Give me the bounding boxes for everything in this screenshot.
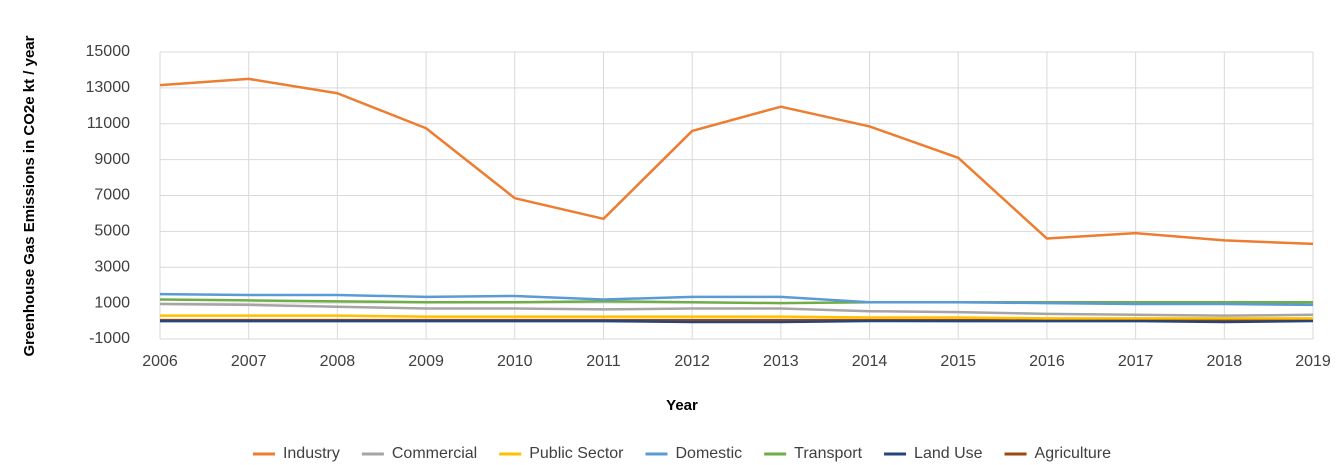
x-axis-label: Year <box>666 397 698 414</box>
y-tick-label: 1000 <box>94 294 130 311</box>
legend-label: Transport <box>794 445 862 462</box>
legend-label: Public Sector <box>529 445 624 462</box>
x-tick-label: 2009 <box>408 353 444 370</box>
legend-label: Commercial <box>392 445 477 462</box>
x-tick-label: 2016 <box>1029 353 1065 370</box>
y-tick-label: 7000 <box>94 187 130 204</box>
series-line <box>159 298 1313 305</box>
series-line <box>159 302 1314 317</box>
x-tick-label: 2008 <box>320 353 356 370</box>
x-tick-label: 2014 <box>852 353 888 370</box>
y-tick-label: 3000 <box>94 258 130 275</box>
x-tick-label: 2006 <box>142 353 178 370</box>
series-line <box>160 319 1314 324</box>
y-tick-label: 13000 <box>86 79 131 96</box>
x-tick-label: 2010 <box>497 353 533 370</box>
x-tick-label: 2011 <box>586 353 621 370</box>
series-line <box>159 292 1314 307</box>
x-tick-label: 2007 <box>231 353 267 370</box>
legend-label: Domestic <box>675 445 742 462</box>
x-tick-label: 2018 <box>1207 353 1243 370</box>
y-tick-label: -1000 <box>89 330 130 347</box>
x-tick-label: 2012 <box>674 353 710 370</box>
series-line <box>160 314 1313 320</box>
legend-label: Agriculture <box>1035 445 1112 462</box>
y-tick-label: 15000 <box>86 43 131 60</box>
x-tick-label: 2019 <box>1295 353 1331 370</box>
legend-label: Industry <box>283 445 340 462</box>
legend-label: Land Use <box>914 445 983 462</box>
series-line <box>159 77 1314 246</box>
x-tick-label: 2013 <box>763 353 799 370</box>
y-tick-label: 11000 <box>87 115 130 132</box>
y-tick-label: 5000 <box>94 223 130 240</box>
x-tick-label: 2015 <box>940 353 976 370</box>
x-tick-label: 2017 <box>1118 353 1154 370</box>
y-axis-label: Greenhouse Gas Emissions in CO2e kt / ye… <box>21 35 38 356</box>
y-tick-label: 9000 <box>94 151 130 168</box>
